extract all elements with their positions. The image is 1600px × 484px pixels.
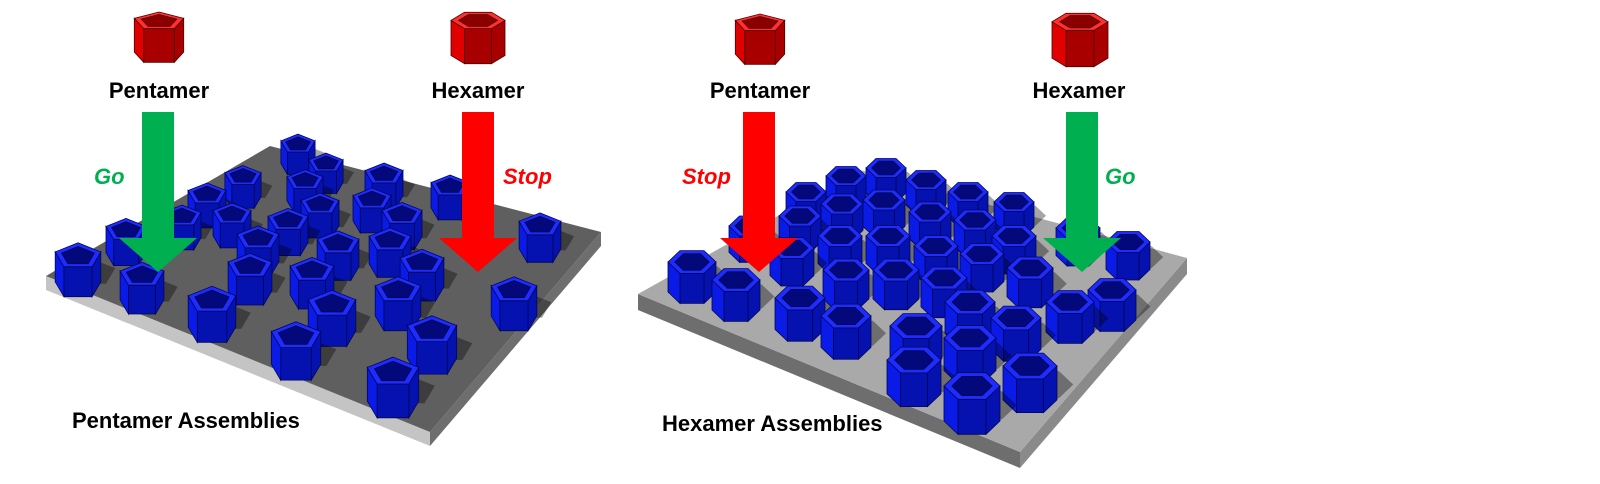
monomer-label-hexamer: Hexamer (432, 78, 525, 103)
signal-label-stop: Stop (682, 164, 731, 189)
pentamer-assembly (119, 261, 178, 316)
pentamer-assembly (187, 285, 251, 344)
stop-arrow-hexamer (439, 112, 517, 272)
pentamer-assembly (224, 165, 273, 210)
pentamer-assembly (518, 212, 575, 264)
pentamer-assembly (364, 162, 415, 210)
go-arrow-pentamer (119, 112, 197, 272)
hexamer-assembly (1087, 278, 1151, 333)
pentamer-assembly (366, 356, 435, 420)
hexamer-assembly (822, 258, 883, 311)
hexamer-assembly (862, 189, 918, 238)
stop-arrow-pentamer (720, 112, 798, 272)
monomer-label-pentamer: Pentamer (710, 78, 811, 103)
pentamer-assembly (430, 174, 481, 222)
hexamer-assembly (711, 268, 775, 323)
panel-hexamer-assemblies: Pentamer Hexamer Stop Go Hexamer Assembl… (638, 12, 1187, 468)
panel-pentamer-assemblies: Pentamer Hexamer Go Stop Pentamer Assemb… (46, 11, 601, 446)
pentamer-assembly (227, 252, 286, 307)
hexamer-assembly (908, 201, 964, 250)
hexamer-assembly (872, 258, 933, 311)
hexamer-assembly (1105, 231, 1164, 281)
hexamer-assembly (1002, 352, 1074, 414)
panel-caption: Hexamer Assemblies (662, 411, 883, 436)
pentamer-assembly (374, 276, 436, 333)
pentamer-assembly (490, 276, 552, 333)
hexamer-assembly (990, 305, 1056, 363)
panel-caption: Pentamer Assemblies (72, 408, 300, 433)
hexamer-assembly (943, 372, 1017, 436)
signal-label-go: Go (1105, 164, 1136, 189)
hexamer-assembly (993, 192, 1046, 238)
pentamer-monomer-icon (133, 11, 185, 64)
signal-label-go: Go (94, 164, 125, 189)
hexamer-assembly (820, 303, 886, 361)
hexamer-assembly (667, 250, 731, 305)
hexamer-monomer-icon (450, 11, 506, 65)
pentamer-assembly (406, 315, 473, 376)
pentamer-assembly (300, 192, 351, 240)
signal-label-stop: Stop (503, 164, 552, 189)
pentamer-assembly (316, 230, 373, 282)
pentamer-assembly (54, 242, 116, 299)
pentamer-assembly-cluster (54, 133, 575, 420)
pentamer-assembly (280, 133, 326, 176)
go-arrow-hexamer (1043, 112, 1121, 272)
monomer-label-pentamer: Pentamer (109, 78, 210, 103)
pentamer-monomer-icon (734, 13, 786, 66)
hexamer-monomer-icon (1051, 12, 1109, 68)
monomer-label-hexamer: Hexamer (1033, 78, 1126, 103)
hexamer-assembly (959, 243, 1018, 293)
hexamer-assembly (886, 346, 958, 408)
hexamer-assembly (778, 205, 834, 254)
pentamer-assembly (270, 321, 337, 382)
hexamer-assembly (1045, 290, 1109, 345)
